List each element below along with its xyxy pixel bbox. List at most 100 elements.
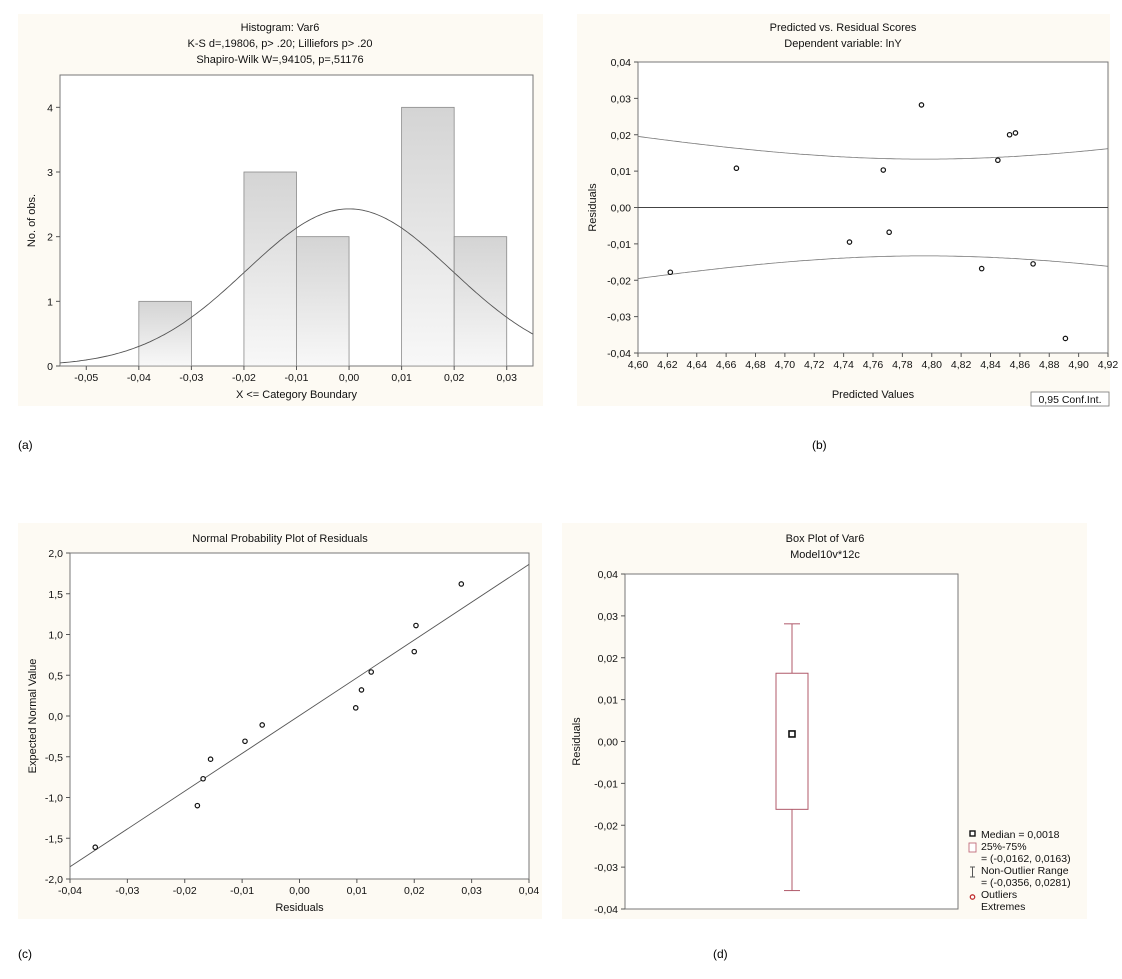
npp-y-tick-label: 2,0	[48, 548, 63, 560]
pred-point	[978, 265, 985, 272]
npp-point	[358, 687, 365, 693]
hist-normal-curve	[59, 208, 534, 364]
boxplot-median-marker	[788, 730, 796, 738]
npp-x-tick-label: 0,04	[519, 885, 540, 897]
hist-x-axis-label: X <= Category Boundary	[236, 389, 358, 401]
npp-x-axis-label: Residuals	[275, 902, 324, 914]
boxplot-y-tick-label: -0,02	[594, 820, 618, 832]
npp-point	[194, 802, 201, 809]
boxplot-legend-median: Median = 0,0018	[981, 829, 1060, 841]
npp-point	[352, 705, 359, 711]
npp-x-tick-label: 0,03	[461, 885, 482, 897]
hist-y-tick-label: 0	[47, 361, 53, 373]
pred-point	[846, 239, 853, 245]
hist-x-tick-label: 0,00	[339, 372, 360, 384]
npp-title-line: Normal Probability Plot of Residuals	[192, 533, 368, 545]
pred-x-tick-label: 4,62	[657, 359, 678, 371]
hist-title-line: Histogram: Var6	[241, 22, 320, 34]
pred-x-tick-label: 4,90	[1068, 359, 1089, 371]
pred-conf-band-lower	[637, 255, 1109, 279]
npp-point	[92, 844, 99, 851]
npp-point	[368, 669, 375, 675]
npp-point	[411, 648, 418, 655]
hist-y-tick-label: 2	[47, 232, 53, 244]
pred-x-tick-label: 4,60	[628, 359, 649, 371]
pred-point	[667, 269, 674, 276]
npp-y-tick-label: -1,5	[45, 833, 63, 845]
hist-x-tick-label: -0,01	[285, 372, 309, 384]
boxplot-legend-nonoutlier-range: = (-0,0356, 0,0281)	[981, 877, 1071, 889]
pred-y-tick-label: -0,01	[607, 239, 631, 251]
pred-x-tick-label: 4,92	[1098, 359, 1119, 371]
boxplot-legend-extremes: Extremes	[981, 901, 1025, 913]
boxplot-legend-iqr-range: = (-0,0162, 0,0163)	[981, 853, 1071, 865]
pred-y-tick-label: 0,02	[611, 130, 632, 142]
pred-y-tick-label: -0,03	[607, 312, 631, 324]
pred-x-tick-label: 4,74	[833, 359, 854, 371]
npp-point	[242, 738, 248, 745]
pred-point	[1030, 261, 1036, 267]
npp-x-tick-label: -0,04	[58, 885, 82, 897]
hist-y-tick-label: 4	[47, 102, 53, 114]
pred-x-tick-label: 4,76	[863, 359, 884, 371]
boxplot-y-tick-label: 0,04	[598, 569, 619, 581]
hist-x-tick-label: 0,03	[497, 372, 518, 384]
pred-legend-label: 0,95 Conf.Int.	[1038, 394, 1101, 406]
npp-point	[458, 581, 465, 587]
pred-x-tick-label: 4,70	[775, 359, 796, 371]
hist-title-line: K-S d=,19806, p> .20; Lilliefors p> .20	[188, 38, 373, 50]
boxplot-y-tick-label: 0,01	[598, 695, 619, 707]
pred-y-axis-label: Residuals	[587, 183, 599, 232]
boxplot-y-tick-label: -0,01	[594, 778, 618, 790]
pred-title-line: Dependent variable: lnY	[784, 38, 902, 50]
pred-x-axis-label: Predicted Values	[832, 389, 915, 401]
pred-y-tick-label: -0,04	[607, 348, 631, 360]
npp-x-tick-label: -0,01	[230, 885, 254, 897]
pred-point	[918, 102, 925, 108]
pred-y-tick-label: -0,02	[607, 275, 631, 287]
npp-y-tick-label: 1,0	[48, 630, 63, 642]
pred-point	[995, 157, 1001, 164]
npp-y-tick-label: 0,5	[48, 670, 63, 682]
caption-a: (a)	[18, 438, 33, 452]
boxplot-y-axis-label: Residuals	[571, 717, 583, 766]
pred-y-tick-label: 0,03	[611, 93, 632, 105]
pred-y-tick-label: 0,00	[611, 203, 632, 215]
hist-bar	[296, 236, 350, 367]
pred-point	[1012, 130, 1019, 136]
boxplot-y-tick-label: 0,02	[598, 653, 619, 665]
boxplot-legend-nonoutlier: Non-Outlier Range	[981, 865, 1069, 877]
hist-bar	[453, 236, 508, 367]
hist-y-tick-label: 1	[47, 296, 53, 308]
hist-x-tick-label: -0,04	[127, 372, 151, 384]
pred-x-tick-label: 4,84	[980, 359, 1001, 371]
boxplot-title-line: Box Plot of Var6	[786, 533, 865, 545]
npp-y-tick-label: -0,5	[45, 752, 63, 764]
npp-x-tick-label: -0,03	[115, 885, 139, 897]
npp-x-tick-label: 0,02	[404, 885, 425, 897]
boxplot-y-tick-label: -0,03	[594, 862, 618, 874]
pred-point	[886, 229, 892, 236]
npp-x-tick-label: 0,00	[289, 885, 310, 897]
pred-x-tick-label: 4,64	[687, 359, 708, 371]
npp-y-tick-label: -2,0	[45, 874, 63, 886]
pred-x-tick-label: 4,72	[804, 359, 825, 371]
pred-x-tick-label: 4,86	[1010, 359, 1031, 371]
pred-y-tick-label: 0,01	[611, 166, 632, 178]
pred-point	[1006, 131, 1013, 138]
pred-x-tick-label: 4,88	[1039, 359, 1060, 371]
hist-bar	[401, 106, 455, 367]
hist-title-line: Shapiro-Wilk W=,94105, p=,51176	[196, 54, 363, 66]
npp-y-tick-label: -1,0	[45, 793, 63, 805]
pred-x-tick-label: 4,68	[745, 359, 766, 371]
pred-x-tick-label: 4,78	[892, 359, 913, 371]
npp-point	[259, 722, 266, 728]
caption-c: (c)	[18, 947, 32, 961]
npp-y-axis-label: Expected Normal Value	[27, 659, 39, 774]
boxplot-legend-median-symbol	[969, 830, 976, 837]
npp-point	[200, 775, 206, 782]
pred-x-tick-label: 4,66	[716, 359, 737, 371]
boxplot-legend-iqr-symbol	[968, 842, 977, 853]
pred-x-tick-label: 4,82	[951, 359, 972, 371]
